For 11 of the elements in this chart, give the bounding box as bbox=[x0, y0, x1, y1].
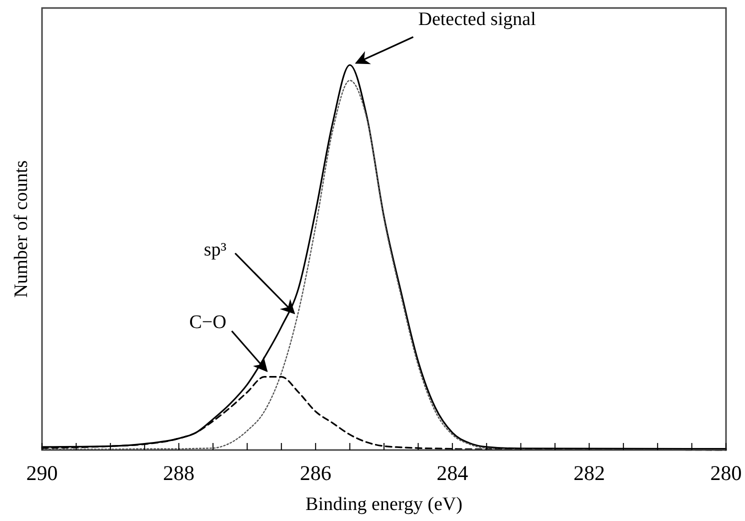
annotation: sp³ bbox=[204, 239, 227, 260]
annotation: Detected signal bbox=[418, 9, 536, 30]
x-tick-label: 280 bbox=[710, 461, 742, 485]
x-axis-title: Binding energy (eV) bbox=[306, 494, 462, 515]
annotation: C−O bbox=[189, 312, 226, 333]
x-tick-label: 286 bbox=[300, 461, 332, 485]
x-tick-label: 284 bbox=[436, 461, 469, 485]
y-axis-title: Number of counts bbox=[11, 160, 32, 298]
x-tick-label: 282 bbox=[573, 461, 605, 485]
x-tick-label: 288 bbox=[163, 461, 195, 485]
x-tick-label: 290 bbox=[26, 461, 58, 485]
